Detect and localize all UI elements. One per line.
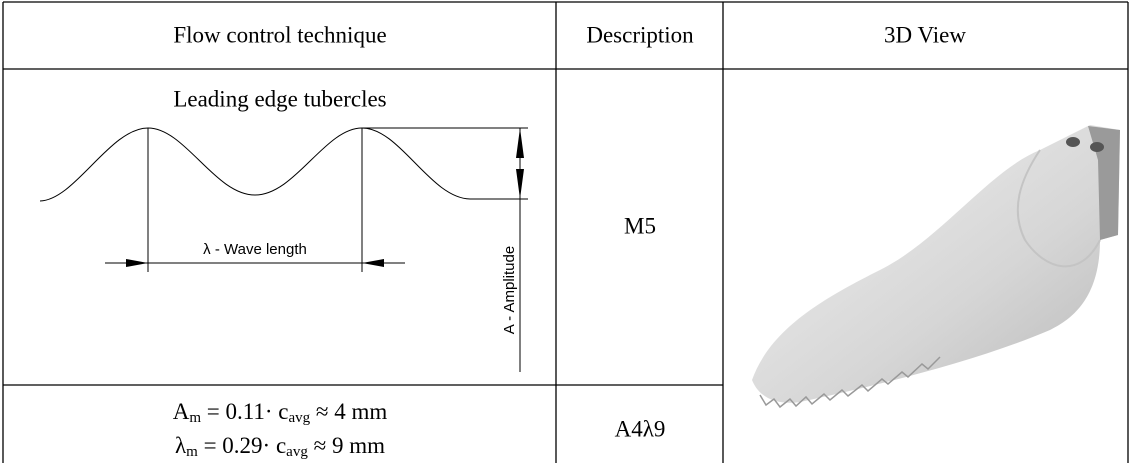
subscript: m [186, 444, 198, 460]
wavelength-label: λ - Wave length [203, 241, 307, 258]
technique-name: Leading edge tubercles [173, 86, 386, 111]
header-cell: Description [586, 22, 694, 47]
subscript: avg [288, 410, 310, 426]
formula-text: ≈ 4 mm [310, 399, 387, 424]
subscript: avg [286, 444, 308, 460]
formula-text: = 0.11· c [201, 399, 289, 424]
description: M5 [624, 213, 656, 238]
formula-text: A [173, 399, 190, 424]
formula-text: = 0.29· c [198, 433, 286, 458]
formula: λm = 0.29· cavg ≈ 9 mm [175, 433, 385, 460]
amplitude-label: A - Amplitude [501, 246, 518, 334]
formula: Am = 0.11· cavg ≈ 4 mm [173, 399, 388, 426]
description: A4λ9 [615, 416, 666, 441]
header-cell: 3D View [884, 22, 966, 47]
header-cell: Flow control technique [173, 22, 386, 47]
subscript: m [189, 410, 201, 426]
3d-view [752, 125, 1120, 407]
formula-text: ≈ 9 mm [308, 433, 385, 458]
table-page: Flow control technique Description 3D Vi… [0, 0, 1133, 463]
tubercle-diagram: λ - Wave length A - Amplitude [40, 128, 528, 372]
